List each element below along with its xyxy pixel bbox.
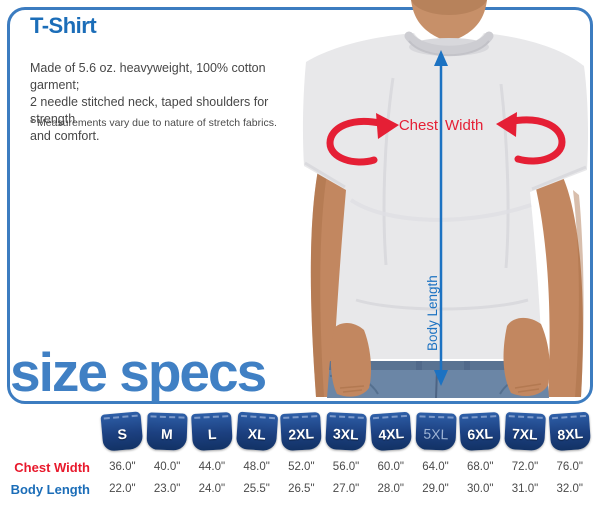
size-tab: 8XL [548,411,591,452]
spec-value: 29.0" [422,483,449,495]
spec-row-label: Body Length [10,481,90,497]
spec-value: 68.0" [467,461,494,473]
spec-value: 72.0" [511,461,539,473]
spec-row: Chest Width 36.0" 40.0" 44.0" 48.0" 52.0" 56.… [8,456,592,478]
stitch-line [329,415,364,419]
body-length-label: Body Length [425,275,440,351]
spec-value: 64.0" [422,461,449,473]
spec-value: 76.0" [556,461,583,473]
stitch-line [104,414,139,420]
size-tab-label: 7XL [511,424,539,443]
size-tab: 6XL [459,411,502,452]
spec-row-label: Chest Width [14,459,90,475]
size-tab-label: M [160,425,174,442]
spec-value: 40.0" [153,461,181,473]
content-frame [7,7,593,404]
size-tab-label: S [117,425,128,442]
page-title: T-Shirt [30,13,97,38]
size-tab-label: L [207,425,217,442]
measurement-footnote: * Measurements vary due to nature of str… [30,117,277,129]
spec-value: 32.0" [556,483,583,495]
stitch-line [551,414,586,420]
chest-width-arrow-right-icon [496,112,566,165]
spec-value: 48.0" [243,461,270,473]
chest-width-label-left: Chest [399,117,439,134]
size-tab-label: 3XL [332,424,360,443]
spec-value: 25.5" [243,483,270,495]
size-tab-row: S M L XL 2XL 3XL 4XL [8,411,592,452]
description-line: and comfort. [30,129,100,143]
chest-width-arrow-left-icon [326,113,399,166]
spec-value: 23.0" [153,483,181,495]
stitch-line [283,415,318,419]
size-tab-label: XL [246,424,266,443]
spec-value: 52.0" [288,461,315,473]
spec-value: 31.0" [511,483,539,495]
size-tab: 3XL [325,411,367,452]
size-tab: XL [235,411,278,452]
chest-width-label-right: Width [445,117,483,134]
size-tab-label: 8XL [556,424,584,443]
product-description: Made of 5.6 oz. heavyweight, 100% cotton… [30,60,315,145]
stitch-line [150,415,185,419]
tshirt-photo: Body Length Chest Width [296,0,594,399]
stitch-line [240,414,275,420]
spec-value: 27.0" [332,483,360,495]
description-line: 2 needle stitched neck, taped shoulders … [30,95,269,126]
stitch-line [372,414,407,420]
spec-value: 60.0" [377,461,404,473]
stitch-line [418,415,454,419]
spec-value: 22.0" [109,483,136,495]
size-tab-label: 2XL [288,424,315,443]
stitch-line [462,415,497,419]
size-tab-label: 4XL [377,424,405,443]
size-spec-table: Chest Width 36.0" 40.0" 44.0" 48.0" 52.0" 56.… [8,456,592,500]
size-tab: 2XL [280,411,323,452]
spec-value: 28.0" [377,483,404,495]
spec-value: 36.0" [109,461,136,473]
size-tab: 5XL [414,412,457,451]
body-length-arrow-icon [434,50,448,386]
spec-value: 56.0" [332,461,360,473]
description-line: Made of 5.6 oz. heavyweight, 100% cotton… [30,61,266,92]
size-tab: L [190,411,233,452]
spec-value: 24.0" [198,483,226,495]
size-tab: S [100,411,144,452]
spec-row: Body Length 22.0" 23.0" 24.0" 25.5" 26.5" 27.… [8,478,592,500]
man-photo [302,0,588,399]
spec-value: 44.0" [198,461,226,473]
size-tab: M [146,412,188,451]
size-tab-label: 5XL [422,425,449,442]
size-tab-label: 6XL [467,424,494,443]
size-tab: 4XL [369,411,413,452]
spec-value: 30.0" [467,483,494,495]
stitch-line [508,415,543,419]
stitch-line [194,415,229,419]
spec-value: 26.5" [288,483,315,495]
size-specs-heading: size specs [10,341,267,403]
size-tab: 7XL [504,411,546,452]
